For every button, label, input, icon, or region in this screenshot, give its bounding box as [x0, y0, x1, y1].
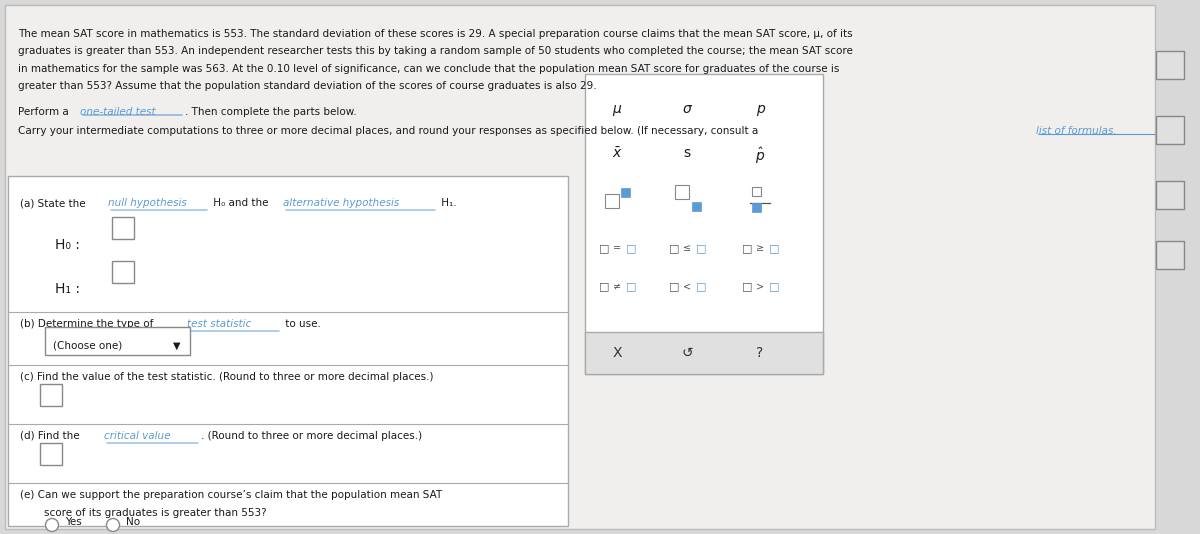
- Text: H₁ :: H₁ :: [55, 282, 80, 296]
- Text: □: □: [599, 281, 610, 291]
- FancyBboxPatch shape: [586, 74, 823, 374]
- Text: □: □: [742, 243, 752, 253]
- Text: ▼: ▼: [173, 341, 180, 351]
- FancyBboxPatch shape: [1156, 241, 1184, 269]
- Text: □: □: [696, 281, 707, 291]
- Text: (c) Find the value of the test statistic. (Round to three or more decimal places: (c) Find the value of the test statistic…: [20, 372, 433, 382]
- Text: (b) Determine the type of: (b) Determine the type of: [20, 319, 157, 329]
- Text: (d) Find the: (d) Find the: [20, 431, 83, 441]
- FancyBboxPatch shape: [674, 185, 689, 199]
- Text: critical value: critical value: [104, 431, 170, 441]
- Text: . (Round to three or more decimal places.): . (Round to three or more decimal places…: [200, 431, 422, 441]
- Text: greater than 553? Assume that the population standard deviation of the scores of: greater than 553? Assume that the popula…: [18, 82, 596, 91]
- Text: >: >: [756, 281, 764, 291]
- Text: □: □: [769, 281, 779, 291]
- Text: Carry your intermediate computations to three or more decimal places, and round : Carry your intermediate computations to …: [18, 127, 762, 137]
- Text: □: □: [625, 243, 636, 253]
- Text: H₀ and the: H₀ and the: [210, 198, 271, 208]
- Text: □: □: [696, 243, 707, 253]
- Text: ≥: ≥: [756, 243, 764, 253]
- Text: $\hat{p}$: $\hat{p}$: [755, 146, 766, 166]
- Text: □: □: [668, 243, 679, 253]
- Text: □: □: [625, 281, 636, 291]
- Text: ↺: ↺: [682, 346, 692, 360]
- Text: □: □: [742, 281, 752, 291]
- Text: s: s: [684, 146, 690, 160]
- Text: test statistic: test statistic: [187, 319, 251, 329]
- Text: The mean SAT score in mathematics is 553. The standard deviation of these scores: The mean SAT score in mathematics is 553…: [18, 29, 853, 39]
- Circle shape: [46, 519, 59, 531]
- FancyBboxPatch shape: [5, 5, 1154, 529]
- FancyBboxPatch shape: [622, 188, 630, 197]
- Text: (Choose one): (Choose one): [53, 341, 122, 351]
- Text: □: □: [769, 243, 779, 253]
- Text: Yes: Yes: [65, 517, 82, 527]
- Text: □: □: [668, 281, 679, 291]
- Text: one-tailed test: one-tailed test: [80, 107, 156, 117]
- Text: Perform a: Perform a: [18, 107, 72, 117]
- Text: <: <: [683, 281, 691, 291]
- FancyBboxPatch shape: [112, 261, 134, 283]
- Text: □: □: [599, 243, 610, 253]
- Text: H₀ :: H₀ :: [55, 238, 80, 252]
- Text: $\bar{x}$: $\bar{x}$: [612, 146, 623, 161]
- Text: list of formulas.: list of formulas.: [1036, 127, 1117, 137]
- Text: in mathematics for the sample was 563. At the 0.10 level of significance, can we: in mathematics for the sample was 563. A…: [18, 64, 839, 74]
- Text: X: X: [612, 346, 622, 360]
- Text: graduates is greater than 553. An independent researcher tests this by taking a : graduates is greater than 553. An indepe…: [18, 46, 853, 57]
- Text: μ: μ: [612, 102, 622, 116]
- Text: null hypothesis: null hypothesis: [108, 198, 187, 208]
- FancyBboxPatch shape: [605, 194, 619, 208]
- Text: H₁.: H₁.: [438, 198, 457, 208]
- Text: . Then complete the parts below.: . Then complete the parts below.: [185, 107, 356, 117]
- FancyBboxPatch shape: [46, 327, 190, 355]
- FancyBboxPatch shape: [692, 202, 701, 211]
- Text: =: =: [613, 243, 622, 253]
- FancyBboxPatch shape: [40, 384, 62, 406]
- FancyBboxPatch shape: [1156, 181, 1184, 209]
- Text: to use.: to use.: [282, 319, 320, 329]
- Circle shape: [107, 519, 120, 531]
- Text: ≤: ≤: [683, 243, 691, 253]
- FancyBboxPatch shape: [1156, 51, 1184, 79]
- FancyBboxPatch shape: [8, 176, 568, 526]
- Text: score of its graduates is greater than 553?: score of its graduates is greater than 5…: [44, 507, 266, 517]
- FancyBboxPatch shape: [752, 187, 761, 196]
- Text: ≠: ≠: [613, 281, 622, 291]
- Text: ?: ?: [756, 346, 763, 360]
- Text: alternative hypothesis: alternative hypothesis: [283, 198, 400, 208]
- Text: No: No: [126, 517, 140, 527]
- FancyBboxPatch shape: [586, 332, 823, 374]
- FancyBboxPatch shape: [752, 203, 761, 212]
- Text: (a) State the: (a) State the: [20, 198, 89, 208]
- FancyBboxPatch shape: [1156, 116, 1184, 144]
- Text: ): ): [1158, 127, 1162, 137]
- Text: p: p: [756, 102, 764, 116]
- Text: σ: σ: [683, 102, 691, 116]
- FancyBboxPatch shape: [40, 443, 62, 465]
- Text: (e) Can we support the preparation course’s claim that the population mean SAT: (e) Can we support the preparation cours…: [20, 490, 443, 500]
- FancyBboxPatch shape: [112, 217, 134, 239]
